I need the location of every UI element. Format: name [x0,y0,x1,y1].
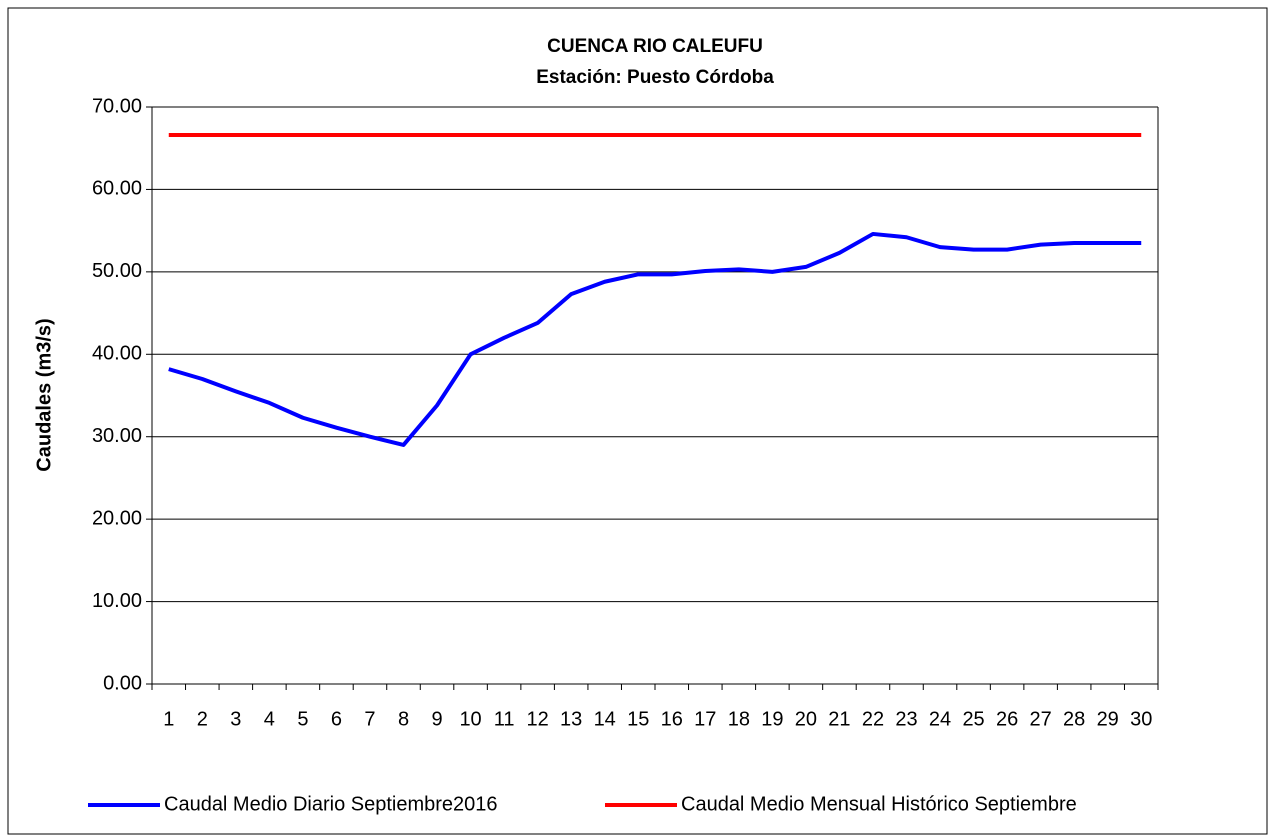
x-tick-label: 18 [728,708,750,730]
x-tick-label: 8 [398,708,409,730]
x-tick-label: 3 [230,708,241,730]
y-axis-title: Caudales (m3/s) [33,318,55,471]
chart-title: CUENCA RIO CALEUFU [547,36,763,57]
y-tick-label: 0.00 [103,672,142,694]
series-line [168,231,1142,447]
x-tick-label: 21 [828,708,850,730]
y-tick-label: 60.00 [92,178,142,200]
x-tick-label: 2 [197,708,208,730]
x-tick-label: 14 [594,708,616,730]
x-tick-label: 12 [527,708,549,730]
x-tick-label: 9 [431,708,442,730]
y-tick-label: 30.00 [92,425,142,447]
x-tick-label: 28 [1063,708,1085,730]
y-tick-label: 10.00 [92,590,142,612]
chart-subtitle: Estación: Puesto Córdoba [536,67,774,88]
x-tick-label: 22 [862,708,884,730]
x-tick-label: 27 [1030,708,1052,730]
x-tick-label: 30 [1130,708,1152,730]
x-tick-label: 25 [962,708,984,730]
x-tick-label: 20 [795,708,817,730]
x-tick-label: 4 [264,708,275,730]
x-tick-label: 17 [694,708,716,730]
x-tick-label: 16 [661,708,683,730]
legend-label: Caudal Medio Diario Septiembre2016 [164,793,498,815]
x-tick-label: 10 [459,708,481,730]
y-tick-label: 50.00 [92,260,142,282]
x-tick-label: 5 [297,708,308,730]
x-tick-label: 23 [895,708,917,730]
y-tick-label: 20.00 [92,507,142,529]
x-tick-label: 7 [364,708,375,730]
x-tick-label: 19 [761,708,783,730]
legend-label: Caudal Medio Mensual Histórico Septiembr… [681,793,1077,815]
chart-border [7,7,1268,835]
x-tick-label: 13 [560,708,582,730]
x-tick-label: 1 [163,708,174,730]
x-tick-label: 6 [331,708,342,730]
x-tick-label: 15 [627,708,649,730]
x-tick-label: 26 [996,708,1018,730]
y-tick-label: 40.00 [92,343,142,365]
y-tick-label: 70.00 [92,95,142,117]
x-tick-label: 29 [1097,708,1119,730]
x-tick-label: 11 [494,708,515,730]
x-tick-label: 24 [929,708,951,730]
